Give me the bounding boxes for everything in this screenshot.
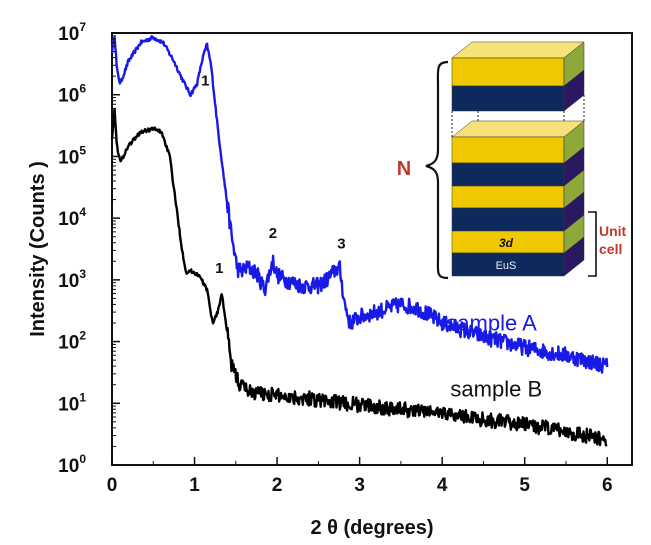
unit-cell-label-line2: cell — [599, 241, 622, 257]
stack-layer-navy-1 — [452, 163, 564, 186]
layer-3d-label: 3d — [499, 236, 514, 250]
bragg-peak-label: 1 — [215, 260, 223, 277]
top-block-yellow-layer — [452, 58, 564, 86]
y-tick-label: 102 — [58, 329, 86, 354]
series-label-sample-b: sample B — [450, 376, 542, 401]
x-tick-label: 2 — [272, 475, 283, 496]
stack-layer-navy-2 — [452, 208, 564, 231]
unit-cell-bracket — [588, 212, 596, 276]
y-axis-title: Intensity (Counts ) — [27, 161, 49, 337]
multilayer-inset: 3d EuS N Unit cell — [397, 42, 627, 278]
series-label-sample-a: sample A — [446, 311, 537, 336]
x-tick-label: 4 — [437, 475, 448, 496]
layer-eus-label: EuS — [496, 260, 517, 272]
lower-stack: 3d EuS — [452, 121, 584, 276]
stack-count-label: N — [397, 158, 411, 180]
y-tick-label: 103 — [58, 267, 86, 292]
bragg-peak-label: 3 — [337, 236, 345, 253]
x-tick-label: 3 — [354, 475, 365, 496]
lower-stack-top-face — [452, 121, 584, 137]
y-tick-label: 100 — [58, 452, 86, 477]
y-tick-label: 104 — [58, 205, 86, 230]
x-tick-label: 5 — [519, 475, 530, 496]
x-tick-label: 0 — [107, 475, 118, 496]
x-axis-title: 2 θ (degrees) — [310, 517, 433, 539]
bragg-peak-label: 1 — [201, 73, 209, 90]
x-tick-label: 1 — [189, 475, 200, 496]
y-tick-label: 105 — [58, 143, 86, 168]
x-tick-label: 6 — [602, 475, 613, 496]
top-bilayer-block — [452, 42, 584, 111]
y-tick-label: 107 — [58, 20, 86, 45]
stack-brace — [426, 62, 448, 278]
y-tick-label: 101 — [58, 390, 86, 415]
stack-layer-yellow-2 — [452, 186, 564, 208]
top-block-top-face — [452, 42, 584, 58]
unit-cell-label-line1: Unit — [599, 223, 627, 239]
stack-layer-yellow-1 — [452, 137, 564, 163]
top-block-navy-layer — [452, 86, 564, 111]
y-tick-label: 106 — [58, 82, 86, 107]
bragg-peak-label: 2 — [269, 225, 277, 242]
